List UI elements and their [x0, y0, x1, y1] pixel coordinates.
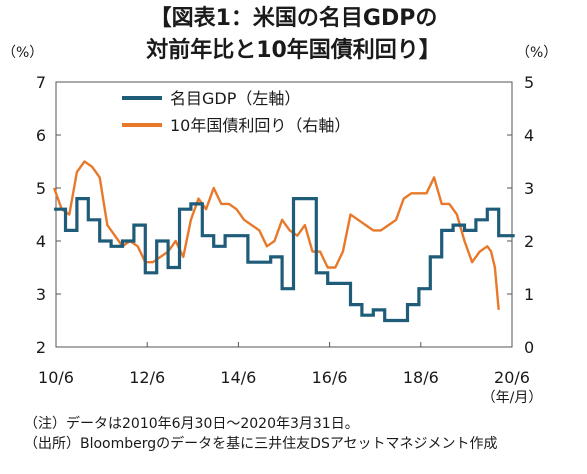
yield-series-line: [52, 160, 500, 311]
right-tick-label: 1: [524, 285, 534, 304]
chart-title-line2: 対前年比と10年国債利回り】: [146, 38, 441, 63]
legend-gdp-label: 名目GDP（左軸）: [170, 89, 300, 108]
footnote-period: （注）データは2010年6月30日～2020年3月31日。: [24, 416, 359, 432]
x-tick-label: 14/6: [220, 368, 256, 387]
right-axis-unit: （%）: [516, 45, 558, 61]
left-tick-label: 4: [36, 232, 46, 251]
right-tick-label: 3: [524, 179, 534, 198]
left-tick-label: 6: [36, 126, 46, 145]
gdp-series-line: [54, 197, 515, 323]
x-axis-ticks: 10/6 12/6 14/6 16/6 18/6 20/6: [38, 342, 530, 387]
right-tick-label: 0: [524, 338, 534, 357]
left-axis-ticks: 2 3 4 5 6 7: [36, 73, 61, 357]
legend-yield-label: 10年国債利回り（右軸）: [170, 116, 350, 135]
x-tick-label: 12/6: [129, 368, 165, 387]
right-tick-label: 5: [524, 73, 534, 92]
footnote-source: （出所）Bloombergのデータを基に三井住友DSアセットマネジメント作成: [24, 436, 498, 452]
right-axis-ticks: 0 1 2 3 4 5: [507, 73, 534, 357]
x-tick-label: 16/6: [312, 368, 348, 387]
series-lines: [52, 160, 515, 323]
left-tick-label: 5: [36, 179, 46, 198]
left-tick-label: 3: [36, 285, 46, 304]
x-tick-label: 10/6: [38, 368, 74, 387]
x-tick-label: 18/6: [403, 368, 439, 387]
legend: 名目GDP（左軸） 10年国債利回り（右軸）: [122, 89, 350, 135]
left-tick-label: 7: [36, 73, 46, 92]
plot-area-frame: [55, 81, 513, 348]
right-tick-label: 4: [524, 126, 534, 145]
left-tick-label: 2: [36, 338, 46, 357]
x-axis-unit: （年/月）: [482, 390, 543, 406]
chart-title-line1: 【図表1：米国の名目GDPの: [149, 6, 438, 31]
right-tick-label: 2: [524, 232, 534, 251]
left-axis-unit: （%）: [2, 45, 44, 61]
x-tick-label: 20/6: [494, 368, 530, 387]
